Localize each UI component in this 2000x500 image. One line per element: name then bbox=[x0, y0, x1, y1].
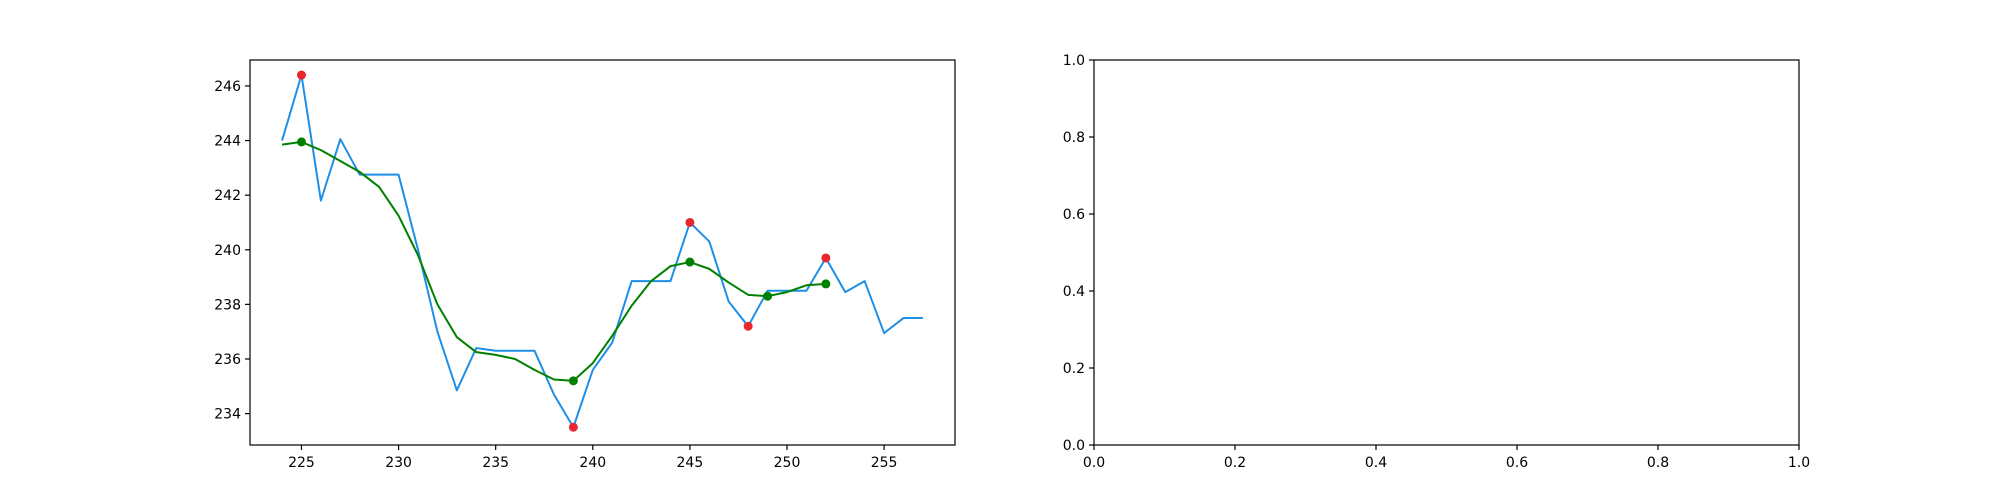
x-tick-label: 0.4 bbox=[1365, 455, 1387, 471]
series-line-0 bbox=[281, 74, 923, 429]
y-tick-label: 244 bbox=[214, 134, 241, 150]
x-tick-label: 0.2 bbox=[1224, 455, 1246, 471]
left-chart-panel: 225 230 235 240 245 250 255 234 236 238 240 242 244 2… bbox=[214, 59, 956, 471]
axes-frame bbox=[249, 59, 956, 446]
x-tick-label: 0.6 bbox=[1506, 455, 1528, 471]
scatter-point bbox=[296, 137, 306, 147]
y-tick-label: 234 bbox=[214, 407, 241, 423]
x-tick-label: 1.0 bbox=[1788, 455, 1810, 471]
scatter-point bbox=[821, 253, 831, 263]
y-tick-label: 0.8 bbox=[1063, 130, 1085, 146]
y-tick-label: 0.4 bbox=[1063, 284, 1085, 300]
right-chart-panel: 0.0 0.2 0.4 0.6 0.8 1.0 0.0 0.2 0.4 0.6 0.8 1.0 bbox=[1063, 53, 1810, 471]
x-tick-label: 245 bbox=[677, 455, 704, 471]
y-tick-label: 0.0 bbox=[1063, 438, 1085, 454]
scatter-point bbox=[296, 70, 306, 80]
scatter-point bbox=[821, 279, 831, 289]
x-tick-label: 240 bbox=[579, 455, 606, 471]
x-tick-label: 235 bbox=[482, 455, 509, 471]
y-tick-label: 1.0 bbox=[1063, 53, 1085, 69]
x-tick-label: 255 bbox=[871, 455, 898, 471]
y-tick-label: 236 bbox=[214, 352, 241, 368]
y-tick-label: 242 bbox=[214, 188, 241, 204]
x-tick-label: 0.8 bbox=[1647, 455, 1669, 471]
x-tick-label: 225 bbox=[288, 455, 315, 471]
scatter-point bbox=[763, 291, 773, 301]
x-tick-label: 230 bbox=[385, 455, 412, 471]
scatter-point bbox=[685, 257, 695, 267]
axes-frame bbox=[1093, 59, 1800, 446]
scatter-point bbox=[743, 321, 753, 331]
scatter-point bbox=[685, 217, 695, 227]
y-tick-label: 238 bbox=[214, 297, 241, 313]
scatter-point bbox=[568, 376, 578, 386]
y-tick-label: 246 bbox=[214, 79, 241, 95]
x-tick-label: 250 bbox=[774, 455, 801, 471]
series-line-1 bbox=[281, 140, 826, 382]
scatter-point bbox=[568, 422, 578, 432]
y-tick-label: 240 bbox=[214, 243, 241, 259]
y-tick-label: 0.6 bbox=[1063, 207, 1085, 223]
y-tick-label: 0.2 bbox=[1063, 361, 1085, 377]
x-tick-label: 0.0 bbox=[1083, 455, 1105, 471]
